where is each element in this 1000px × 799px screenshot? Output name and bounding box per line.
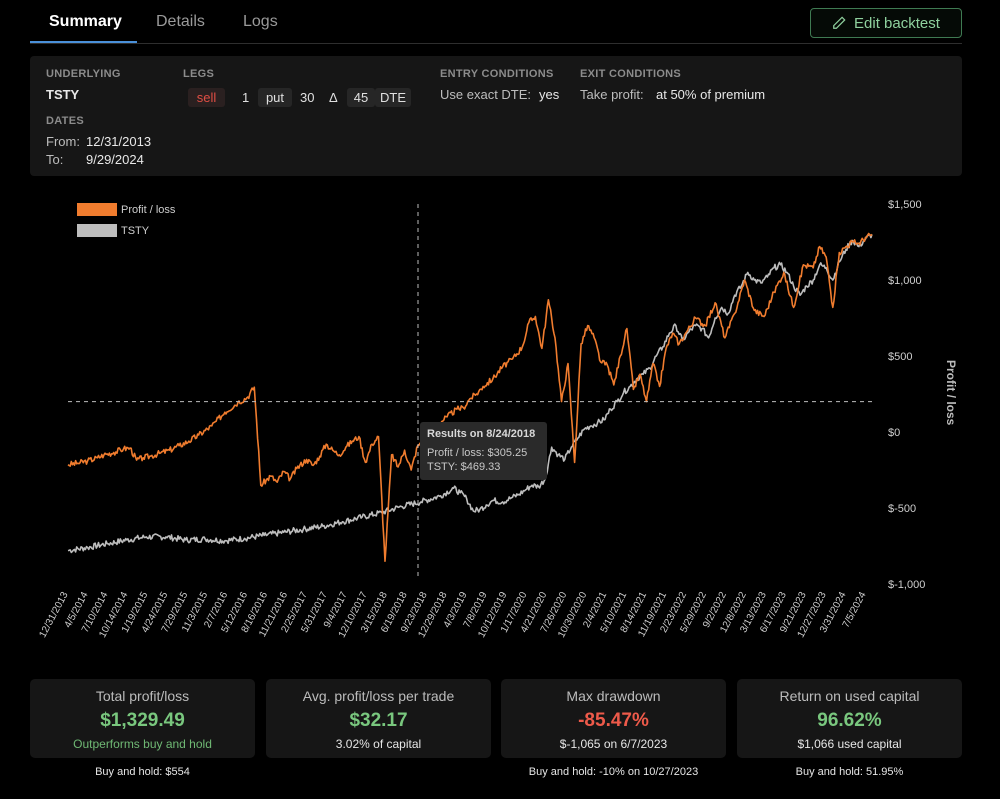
stat-sub: $1,066 used capital — [797, 737, 902, 751]
delta-symbol: Δ — [329, 90, 338, 105]
tab-summary[interactable]: Summary — [49, 13, 122, 30]
legs-label: LEGS — [183, 68, 215, 80]
backtest-info-panel: UNDERLYING TSTY DATES From: 12/31/2013 T… — [30, 56, 962, 176]
y-axis-title: Profit / loss — [944, 360, 958, 426]
tooltip-title: Results on 8/24/2018 — [427, 428, 536, 440]
leg-side: sell — [188, 88, 225, 107]
tab-logs[interactable]: Logs — [243, 13, 278, 30]
tooltip-pl-label: Profit / loss: — [427, 447, 485, 459]
tooltip-tsty-value: $469.33 — [460, 461, 501, 473]
pencil-icon — [833, 16, 846, 29]
stat-card-return: Return on used capital 96.62% $1,066 use… — [737, 679, 962, 758]
stat-sub: $-1,065 on 6/7/2023 — [559, 737, 668, 751]
to-value: 9/29/2024 — [86, 152, 144, 167]
series-lines — [67, 232, 873, 562]
y-tick-label: $1,000 — [888, 275, 922, 287]
series-line-profit-loss — [67, 232, 873, 562]
tooltip-pl-value: $305.25 — [487, 447, 528, 459]
legend-swatch-pl — [77, 203, 117, 216]
entry-conditions-label: ENTRY CONDITIONS — [440, 68, 554, 80]
chart-tooltip: Results on 8/24/2018 Profit / loss: $305… — [420, 422, 547, 480]
stat-sub: Outperforms buy and hold — [73, 737, 212, 751]
stat-value: -85.47% — [578, 710, 649, 731]
underlying-label: UNDERLYING — [46, 68, 121, 80]
stat-title: Avg. profit/loss per trade — [302, 688, 455, 704]
tooltip-tsty-label: TSTY: — [427, 461, 458, 473]
underlying-value: TSTY — [46, 87, 80, 102]
leg-dte: 45 — [347, 88, 375, 107]
entry-value: yes — [539, 87, 560, 102]
active-tab-indicator — [30, 41, 137, 43]
stat-title: Max drawdown — [566, 688, 661, 704]
from-value: 12/31/2013 — [86, 134, 152, 149]
stat-card-total-pl: Total profit/loss $1,329.49 Outperforms … — [30, 679, 255, 758]
buy-hold-drawdown: Buy and hold: -10% on 10/27/2023 — [528, 766, 699, 778]
exit-value: at 50% of premium — [656, 87, 766, 102]
stat-value: $32.17 — [349, 710, 408, 731]
buy-hold-total: Buy and hold: $554 — [95, 766, 190, 778]
buy-hold-return: Buy and hold: 51.95% — [795, 766, 904, 778]
leg-type: put — [258, 88, 292, 107]
crosshair — [68, 204, 876, 576]
series-line-tsty — [67, 233, 873, 554]
leg-dte-label: DTE — [375, 88, 411, 107]
legend-label-pl: Profit / loss — [121, 204, 176, 216]
x-axis: 12/31/20134/5/20147/10/201410/14/20141/1… — [37, 590, 868, 640]
exit-key: Take profit: — [580, 87, 644, 102]
chart-legend: Profit / loss TSTY — [77, 203, 176, 237]
stat-sub: 3.02% of capital — [335, 737, 422, 751]
y-tick-label: $-1,000 — [888, 579, 925, 591]
to-label: To: — [46, 152, 64, 167]
y-tick-label: $500 — [888, 351, 912, 363]
tab-bar: Summary Details Logs — [30, 0, 962, 44]
exit-conditions-label: EXIT CONDITIONS — [580, 68, 682, 80]
from-label: From: — [46, 134, 80, 149]
edit-backtest-button[interactable]: Edit backtest — [810, 8, 962, 38]
stat-card-max-drawdown: Max drawdown -85.47% $-1,065 on 6/7/2023 — [501, 679, 726, 758]
tab-details[interactable]: Details — [156, 13, 205, 30]
legend-label-tsty: TSTY — [121, 225, 150, 237]
stat-value: $1,329.49 — [100, 710, 185, 731]
stat-title: Return on used capital — [779, 688, 920, 704]
stat-value: 96.62% — [817, 710, 882, 731]
leg-delta: 30 — [300, 90, 315, 105]
y-tick-label: $1,500 — [888, 199, 922, 211]
edit-backtest-label: Edit backtest — [854, 14, 940, 32]
stat-card-avg-pl: Avg. profit/loss per trade $32.17 3.02% … — [266, 679, 491, 758]
stat-title: Total profit/loss — [95, 688, 190, 704]
entry-key: Use exact DTE: — [440, 87, 532, 102]
chart-svg: Profit / loss TSTY $1,500 $1,000 $500 $0 $-5… — [37, 199, 958, 640]
y-axis: $1,500 $1,000 $500 $0 $-500 $-1,000 — [888, 199, 925, 591]
legend-swatch-tsty — [77, 224, 117, 237]
y-tick-label: $-500 — [888, 503, 916, 515]
profit-loss-chart[interactable]: Profit / loss TSTY $1,500 $1,000 $500 $0 $-5… — [30, 190, 970, 660]
leg-qty: 1 — [242, 90, 250, 105]
y-tick-label: $0 — [888, 427, 900, 439]
x-tick-label: 12/31/2013 — [37, 590, 70, 640]
dates-label: DATES — [46, 115, 84, 127]
